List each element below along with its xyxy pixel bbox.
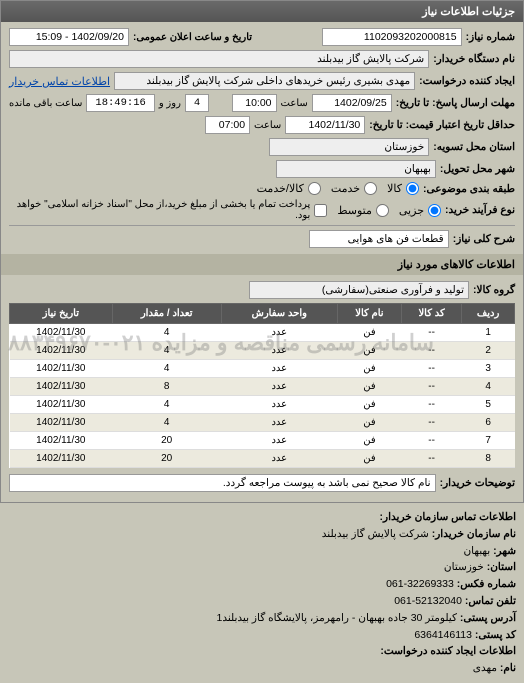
table-row[interactable]: 7--فنعدد201402/11/30: [10, 432, 515, 450]
province-value: خوزستان: [269, 138, 429, 156]
buyer-notes-label: توضیحات خریدار:: [440, 477, 515, 489]
process-medium-radio[interactable]: متوسط: [337, 204, 389, 217]
col-header: واحد سفارش: [221, 304, 337, 324]
city-label: شهر محل تحویل:: [440, 163, 515, 175]
deadline2-date: 1402/11/30: [285, 116, 365, 134]
countdown-days-label: روز و: [159, 98, 181, 109]
creator-value: مهدی بشیری رئیس خریدهای داخلی شرکت پالای…: [114, 72, 415, 90]
items-table: ردیفکد کالانام کالاواحد سفارشتعداد / مقد…: [9, 303, 515, 468]
req-no-value: 1102093202000815: [322, 28, 462, 46]
col-header: کد کالا: [401, 304, 461, 324]
group-label: گروه کالا:: [473, 284, 515, 296]
process-label: نوع فرآیند خرید:: [445, 204, 515, 216]
deadline1-time-label: ساعت: [281, 98, 308, 109]
class-label: طبقه بندی موضوعی:: [423, 183, 515, 195]
desc-value: قطعات فن های هوایی: [309, 230, 449, 248]
table-row[interactable]: 1--فنعدد41402/11/30: [10, 324, 515, 342]
table-row[interactable]: 4--فنعدد81402/11/30: [10, 378, 515, 396]
buyer-value: شرکت پالایش گاز بیدبلند: [9, 50, 429, 68]
creator-heading: اطلاعات ایجاد کننده درخواست:: [8, 643, 516, 660]
table-row[interactable]: 2--فنعدد41402/11/30: [10, 342, 515, 360]
countdown: 4 روز و 18:49:16 ساعت باقی مانده: [9, 94, 209, 112]
city-value: بهبهان: [276, 160, 436, 178]
group-value: تولید و فرآوری صنعتی(سفارشی): [249, 281, 469, 299]
table-row[interactable]: 5--فنعدد41402/11/30: [10, 396, 515, 414]
countdown-time: 18:49:16: [86, 94, 154, 112]
deadline2-label: حداقل تاریخ اعتبار قیمت: تا تاریخ:: [369, 119, 515, 131]
footer-contact: اطلاعات تماس سازمان خریدار: نام سازمان خ…: [0, 503, 524, 683]
creator-label: ایجاد کننده درخواست:: [419, 75, 515, 87]
buyer-notes-value: نام کالا صحیح نمی باشد به پیوست مراجعه گ…: [9, 474, 436, 492]
treasury-check[interactable]: پرداخت تمام یا بخشی از مبلغ خرید،از محل …: [15, 199, 327, 221]
deadline1-date: 1402/09/25: [312, 94, 392, 112]
countdown-days: 4: [185, 94, 209, 112]
col-header: ردیف: [462, 304, 515, 324]
class-service-radio[interactable]: خدمت: [331, 182, 377, 195]
province-label: استان محل تسویه:: [433, 141, 515, 153]
col-header: تعداد / مقدار: [112, 304, 221, 324]
desc-label: شرح کلی نیاز:: [453, 233, 515, 245]
table-row[interactable]: 6--فنعدد41402/11/30: [10, 414, 515, 432]
deadline1-time: 10:00: [232, 94, 277, 112]
col-header: نام کالا: [337, 304, 401, 324]
need-details-panel: جزئیات اطلاعات نیاز شماره نیاز: 11020932…: [0, 0, 524, 503]
buyer-label: نام دستگاه خریدار:: [433, 53, 515, 65]
col-header: تاریخ نیاز: [10, 304, 113, 324]
table-row[interactable]: 3--فنعدد41402/11/30: [10, 360, 515, 378]
deadline2-time: 07:00: [205, 116, 250, 134]
deadline2-time-label: ساعت: [254, 120, 281, 131]
announce-label: تاریخ و ساعت اعلان عمومی:: [133, 32, 252, 43]
items-section-title: اطلاعات کالاهای مورد نیاز: [1, 254, 523, 275]
process-small-radio[interactable]: جزیی: [399, 204, 441, 217]
countdown-time-label: ساعت باقی مانده: [9, 98, 82, 109]
deadline1-label: مهلت ارسال پاسخ: تا تاریخ:: [396, 97, 515, 109]
announce-value: 1402/09/20 - 15:09: [9, 28, 129, 46]
class-goods-service-radio[interactable]: کالا/خدمت: [257, 182, 321, 195]
buyer-contact-link[interactable]: اطلاعات تماس خریدار: [9, 75, 110, 88]
footer-heading: اطلاعات تماس سازمان خریدار:: [8, 509, 516, 526]
table-row[interactable]: 8--فنعدد201402/11/30: [10, 450, 515, 468]
req-no-label: شماره نیاز:: [466, 31, 515, 43]
panel-title: جزئیات اطلاعات نیاز: [1, 1, 523, 22]
class-goods-radio[interactable]: کالا: [387, 182, 419, 195]
